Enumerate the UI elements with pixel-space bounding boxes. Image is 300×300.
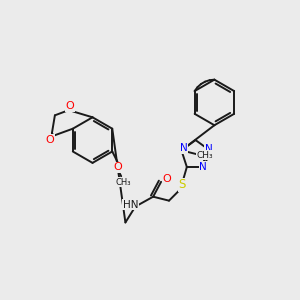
Text: N: N [179, 143, 187, 153]
Text: O: O [114, 162, 123, 172]
Text: CH₃: CH₃ [197, 151, 214, 160]
Text: N: N [200, 162, 207, 172]
Text: O: O [46, 135, 54, 145]
Text: O: O [65, 101, 74, 111]
Text: N: N [205, 144, 213, 154]
Text: HN: HN [123, 200, 138, 210]
Text: S: S [178, 178, 186, 191]
Text: O: O [163, 174, 171, 184]
Text: CH₃: CH₃ [116, 178, 131, 187]
